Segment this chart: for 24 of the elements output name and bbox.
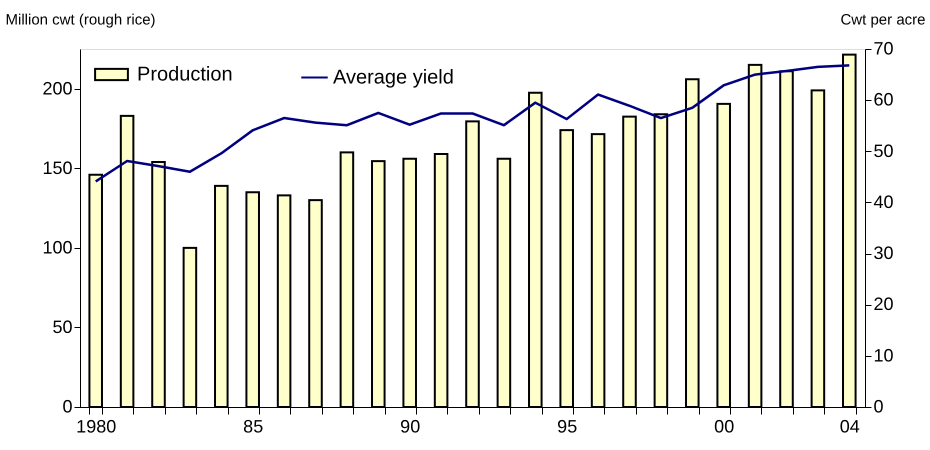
legend-label: Average yield (333, 66, 454, 88)
y2-tick-label: 40 (874, 192, 894, 212)
y-tick-label: 200 (42, 78, 72, 98)
legend-label: Production (137, 64, 233, 86)
x-tick-label: 85 (243, 416, 264, 436)
y-tick-label: 0 (62, 396, 72, 416)
y2-tick-label: 50 (874, 140, 894, 161)
y2-tick-label: 0 (874, 396, 884, 416)
y2-tick-label: 10 (874, 345, 894, 366)
x-tick-label: 04 (840, 416, 860, 436)
y2-tick-label: 70 (874, 38, 894, 58)
x-tick-label: 95 (557, 416, 578, 436)
line-series (94, 64, 851, 183)
y2-tick-label: 20 (874, 294, 894, 314)
y-axis-title: Million cwt (rough rice) (6, 12, 156, 28)
y2-axis-title: Cwt per acre (840, 12, 926, 28)
x-tick-label: 00 (714, 416, 734, 436)
x-tick-label: 1980 (76, 416, 116, 436)
y2-tick-label: 30 (874, 243, 894, 264)
y2-tick-label: 60 (874, 90, 894, 110)
y-tick-label: 100 (42, 237, 72, 258)
y-tick-label: 50 (52, 316, 72, 337)
y-tick-label: 150 (42, 158, 72, 178)
x-tick-label: 90 (400, 416, 420, 436)
